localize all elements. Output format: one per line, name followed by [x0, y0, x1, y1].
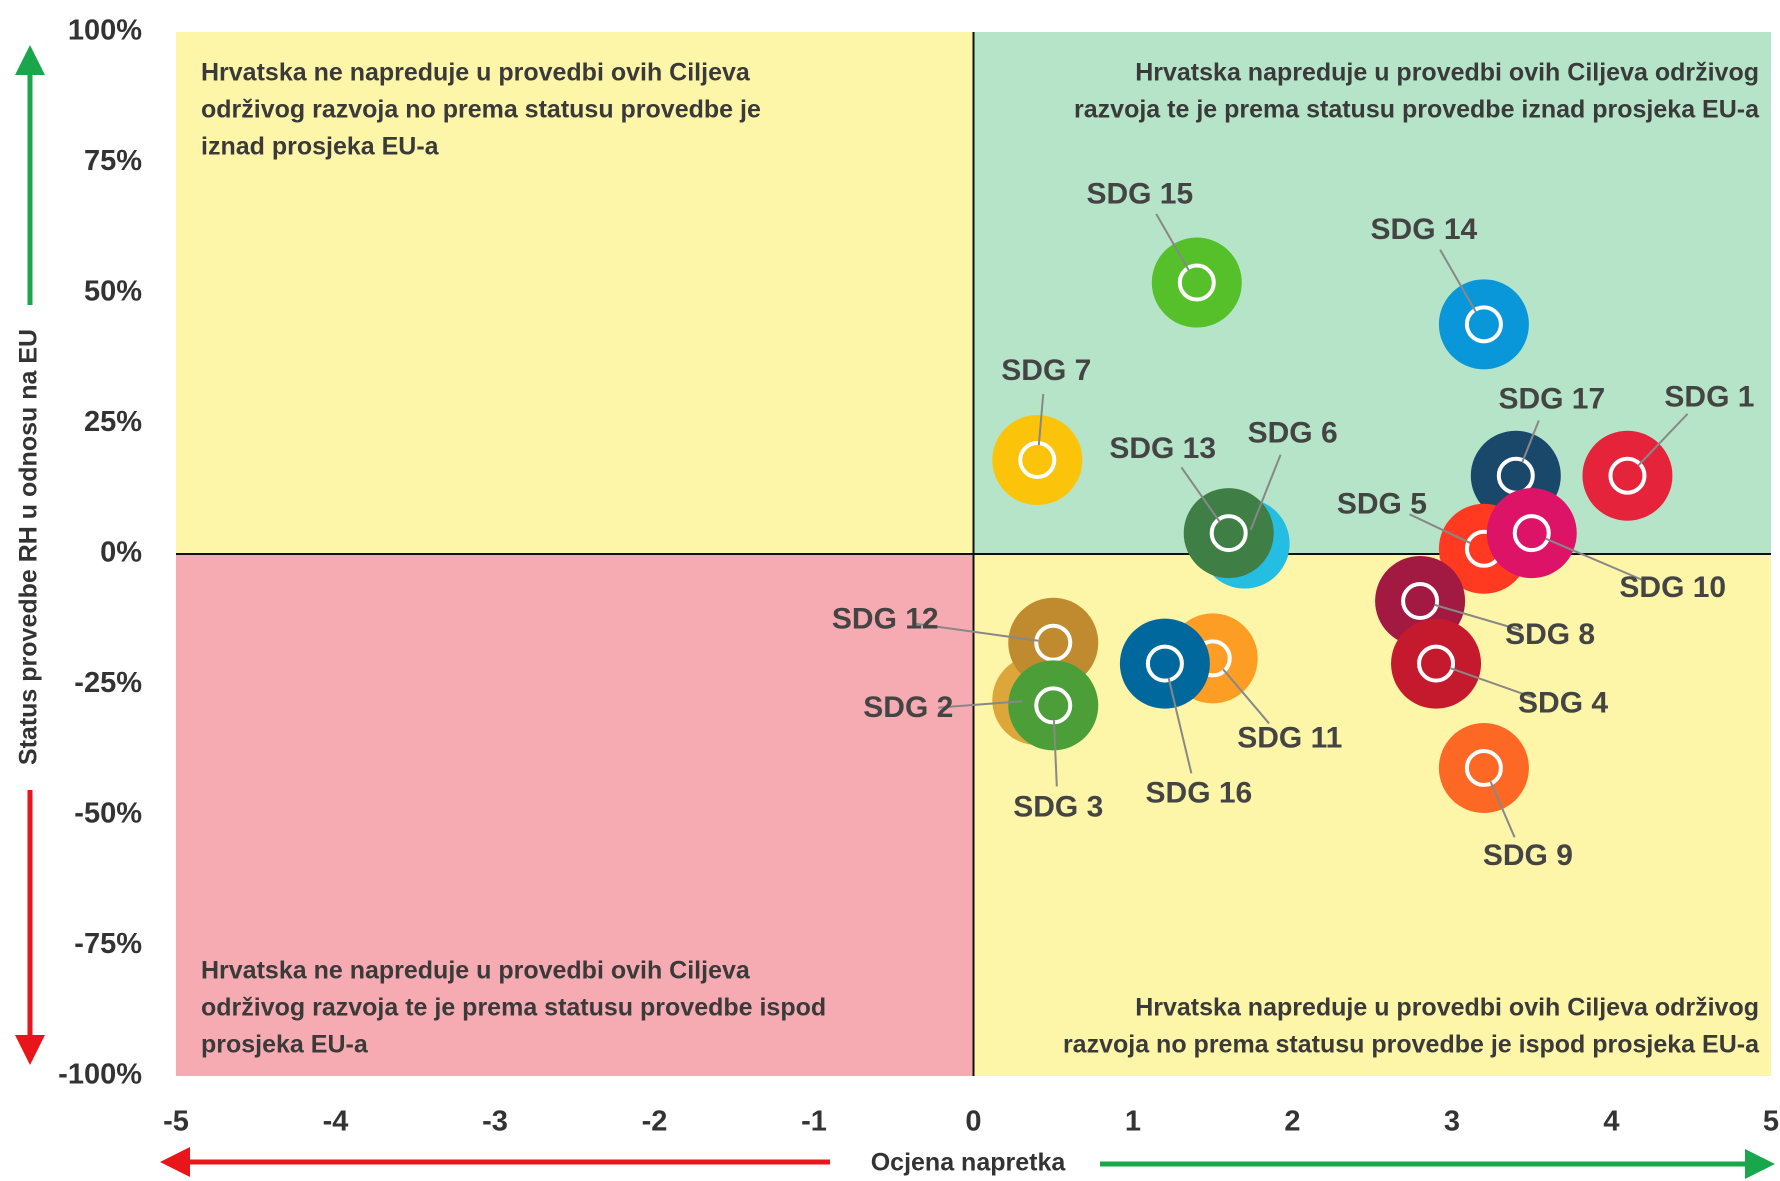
leader-line	[1489, 781, 1516, 838]
x-tick-label: -4	[323, 1106, 349, 1138]
sdg-label: SDG 3	[1013, 790, 1103, 823]
sdg-icon	[1018, 441, 1057, 480]
quadrant-text: Hrvatska ne napreduje u provedbi ovih Ci…	[201, 957, 751, 985]
sdg-icon	[1401, 581, 1440, 620]
sdg-label: SDG 10	[1619, 571, 1726, 604]
sdg-label: SDG 11	[1237, 721, 1342, 754]
y-tick-label: 75%	[84, 145, 142, 177]
y-tick-label: 25%	[84, 406, 142, 438]
leader-line	[1052, 720, 1058, 787]
sdg-marker	[1438, 723, 1529, 814]
leader-line	[1545, 537, 1646, 582]
leader-line	[914, 622, 1039, 642]
y-tick-label: -50%	[74, 798, 142, 830]
sdg-label: SDG 12	[832, 603, 939, 636]
leader-line	[1167, 677, 1193, 774]
quadrant-text: Hrvatska napreduje u provedbi ovih Cilje…	[1135, 59, 1759, 87]
sdg-icon	[1608, 456, 1647, 495]
sdg-label: SDG 5	[1337, 488, 1427, 521]
leader-line	[1434, 603, 1522, 632]
sdg-icon	[1464, 749, 1503, 788]
sdg-label: SDG 17	[1498, 383, 1605, 416]
sdg-label: SDG 14	[1371, 213, 1478, 246]
sdg-marker	[1008, 660, 1099, 751]
sdg-icon	[1464, 305, 1503, 344]
quadrant-text: razvoja te je prema statusu provedbe izn…	[1074, 96, 1760, 124]
x-tick-label: 1	[1125, 1106, 1141, 1138]
sdg-label: SDG 8	[1505, 618, 1595, 651]
leader-line	[1409, 513, 1471, 544]
leader-line	[1155, 213, 1190, 271]
quadrant-text: Hrvatska ne napreduje u provedbi ovih Ci…	[201, 59, 751, 87]
sdg-marker	[1391, 618, 1482, 709]
sdg-label: SDG 2	[863, 691, 953, 724]
leader-line	[938, 700, 1023, 709]
y-tick-label: 50%	[84, 276, 142, 308]
quadrant-text: prosjeka EU-a	[201, 1031, 369, 1059]
sdg-icon	[1034, 623, 1073, 662]
quadrant	[176, 554, 974, 1076]
sdg-icon	[1417, 644, 1456, 683]
x-tick-label: -2	[642, 1106, 668, 1138]
quadrant-text: održivog razvoja te je prema statusu pro…	[201, 994, 826, 1022]
y-tick-label: -75%	[74, 928, 142, 960]
quadrant-text: održivog razvoja no prema statusu proved…	[201, 96, 761, 124]
sdg-label: SDG 16	[1146, 777, 1253, 810]
quadrant-text: razvoja no prema statusu provedbe je isp…	[1063, 1031, 1760, 1059]
sdg-label: SDG 13	[1109, 432, 1216, 465]
x-tick-label: 2	[1284, 1106, 1300, 1138]
sdg-label: SDG 7	[1001, 354, 1091, 387]
sdg-marker	[1183, 488, 1274, 579]
sdg-marker	[1119, 618, 1210, 709]
sdg-marker	[1486, 488, 1577, 579]
quadrant-text: iznad prosjeka EU-a	[201, 133, 440, 161]
sdg-marker	[1438, 279, 1529, 370]
leader-line	[1222, 668, 1270, 725]
x-tick-label: 4	[1603, 1106, 1619, 1138]
x-tick-label: -3	[482, 1106, 508, 1138]
y-tick-label: 0%	[100, 537, 142, 569]
x-tick-label: 0	[965, 1106, 981, 1138]
leader-line	[1637, 413, 1689, 467]
x-tick-label: 3	[1444, 1106, 1460, 1138]
quadrant	[973, 554, 1771, 1076]
sdg-marker	[1151, 237, 1242, 328]
sdg-label: SDG 6	[1248, 416, 1338, 449]
leader-line	[1449, 667, 1535, 699]
leader-line	[1180, 466, 1221, 522]
sdg-icon	[1209, 514, 1248, 553]
leader-line	[1521, 420, 1540, 463]
x-tick-label: 5	[1763, 1106, 1779, 1138]
sdg-icon	[1145, 644, 1184, 683]
sdg-label: SDG 15	[1086, 177, 1193, 210]
y-tick-label: 100%	[68, 15, 142, 47]
x-axis-label: Ocjena napretka	[871, 1149, 1067, 1177]
leader-line	[1037, 393, 1045, 446]
y-tick-label: -25%	[74, 667, 142, 699]
x-tick-label: -5	[163, 1106, 189, 1138]
sdg-label: SDG 4	[1518, 687, 1608, 720]
sdg-label: SDG 9	[1483, 839, 1573, 872]
leader-line	[1249, 454, 1282, 531]
y-axis-label: Status provedbe RH u odnosu na EU	[15, 329, 43, 765]
leader-line	[1439, 249, 1477, 313]
x-tick-label: -1	[801, 1106, 827, 1138]
quadrant-text: Hrvatska napreduje u provedbi ovih Cilje…	[1135, 994, 1759, 1022]
sdg-icon	[1177, 263, 1216, 302]
sdg-marker	[1008, 597, 1099, 688]
sdg-label: SDG 1	[1664, 381, 1754, 414]
y-tick-label: -100%	[58, 1059, 142, 1091]
sdg-marker	[992, 415, 1083, 506]
sdg-icon	[1512, 514, 1551, 553]
quadrant	[176, 32, 974, 554]
